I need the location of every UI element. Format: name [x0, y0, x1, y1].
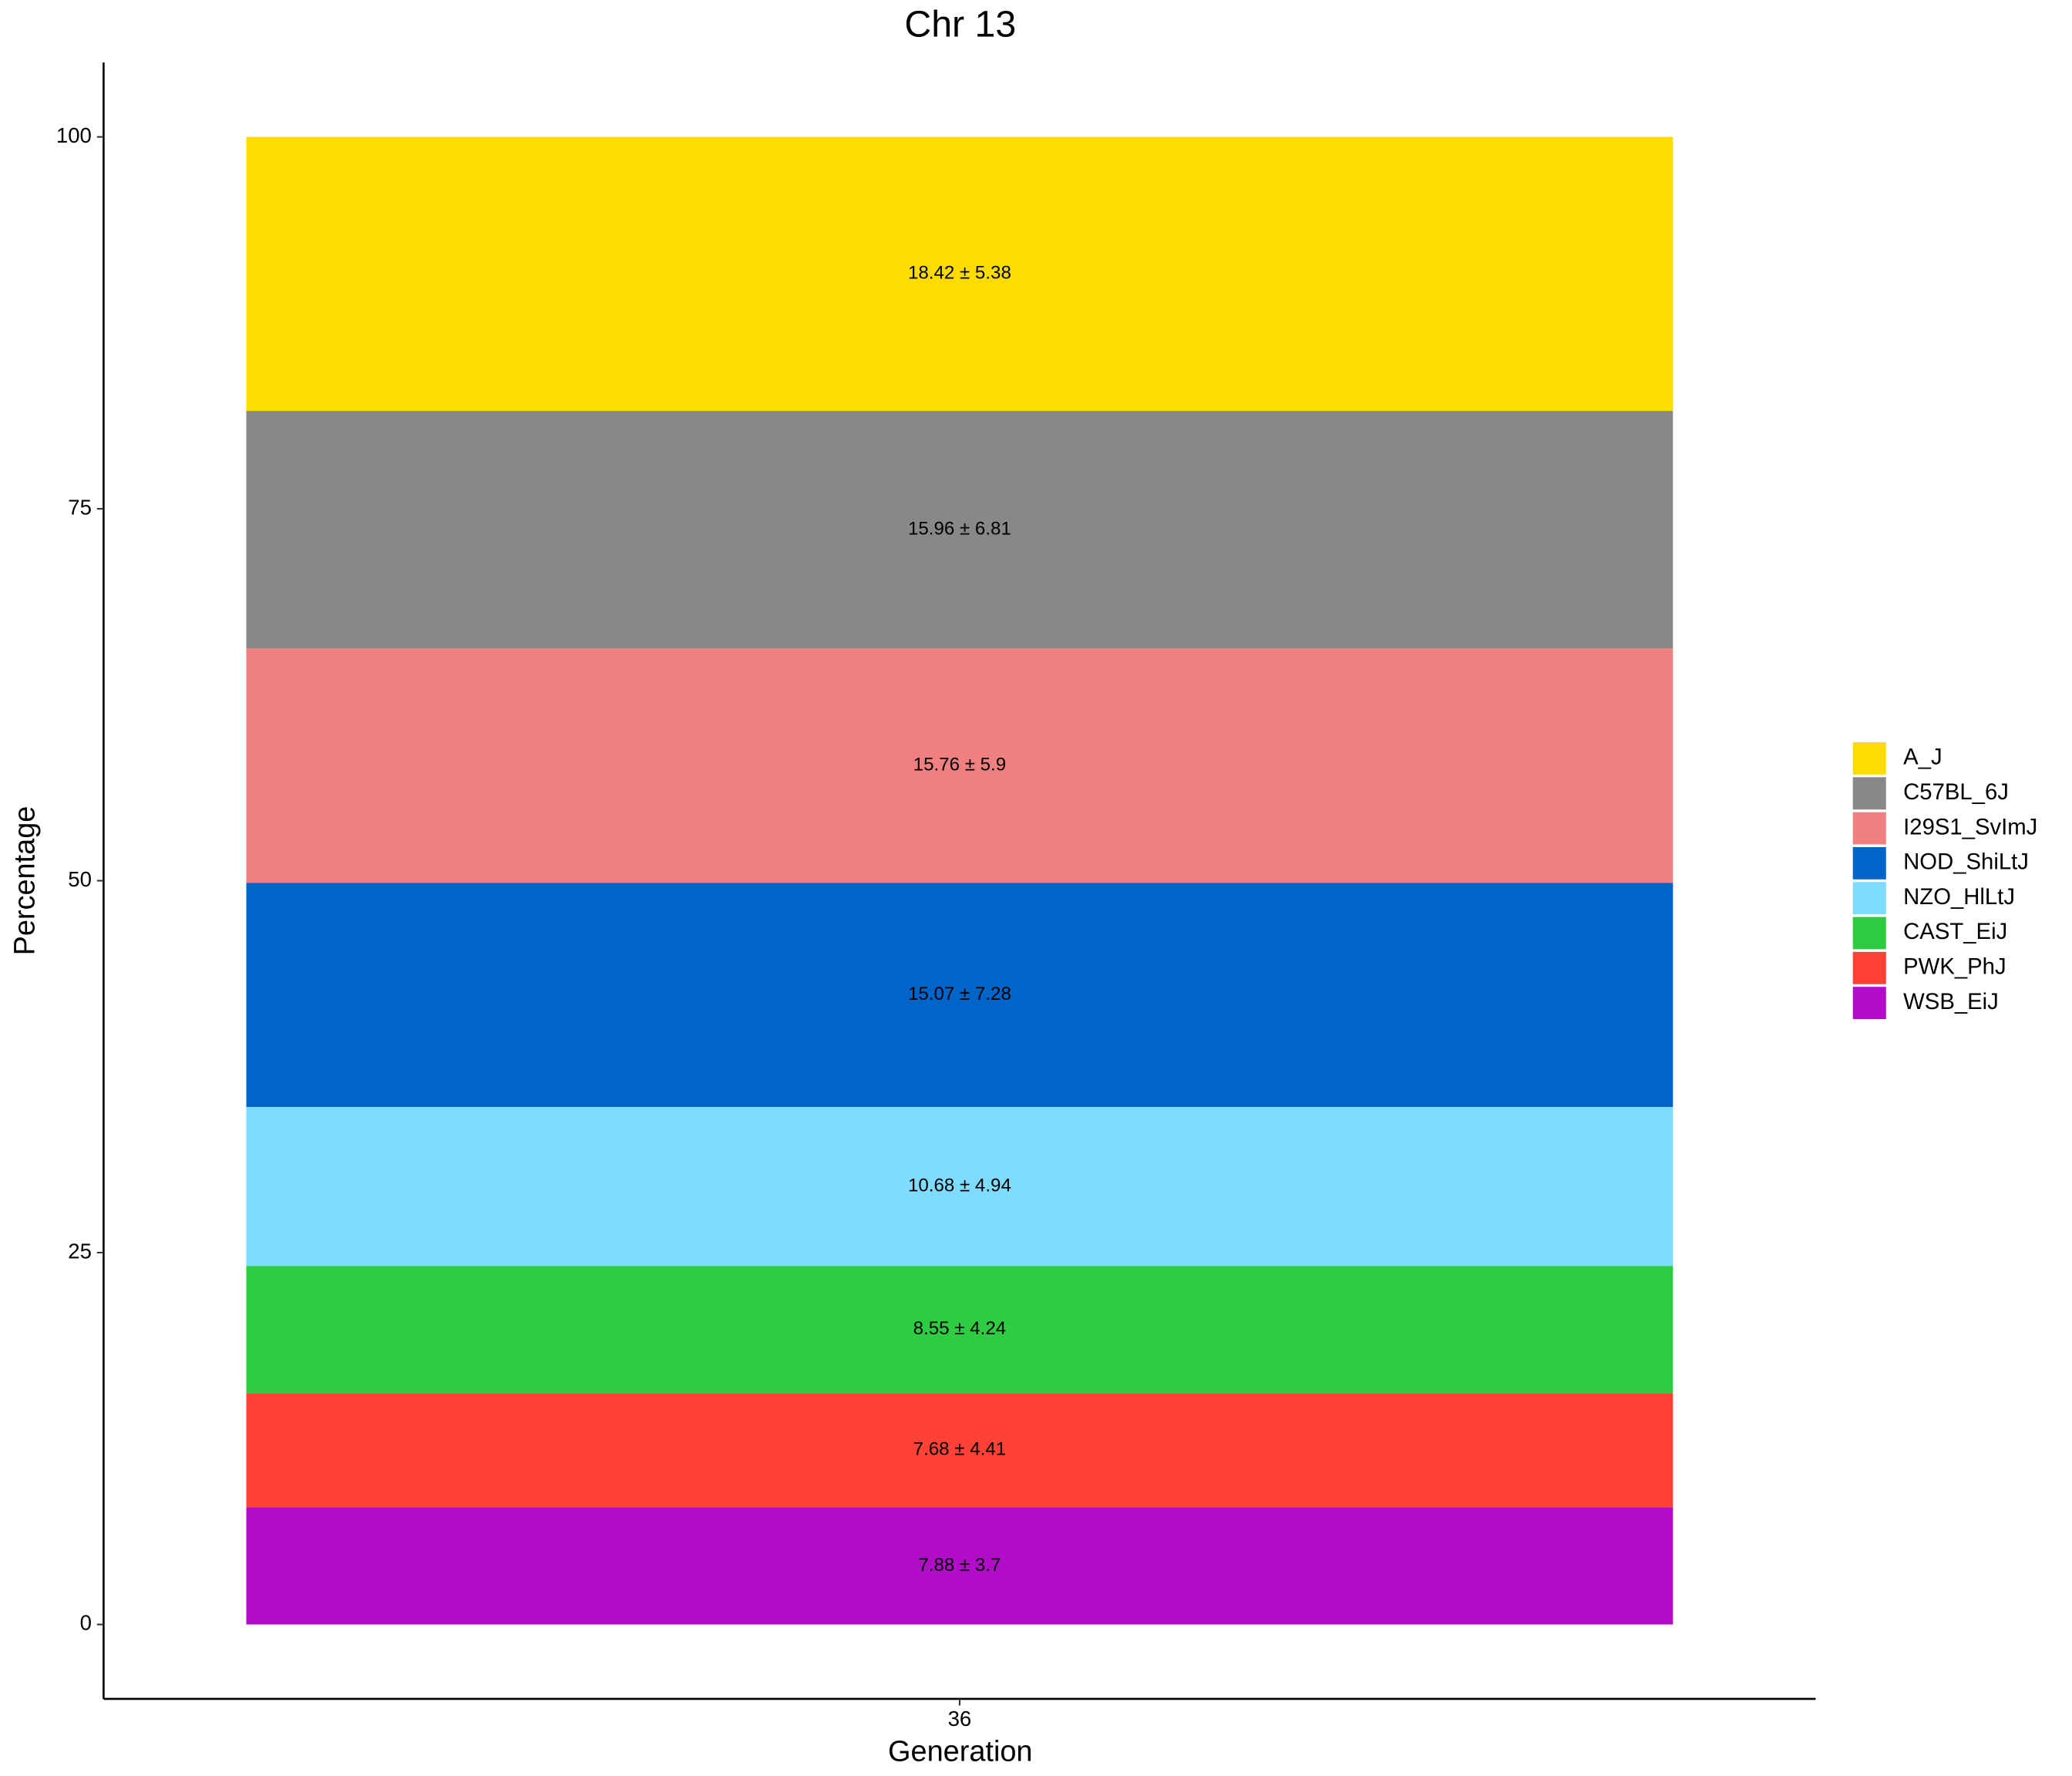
legend-key — [1852, 882, 1886, 915]
legend-label: CAST_EiJ — [1903, 919, 2007, 944]
y-tick-label: 0 — [80, 1611, 92, 1635]
legend-key — [1852, 812, 1886, 845]
y-tick-label: 100 — [56, 123, 92, 147]
legend-key — [1852, 917, 1886, 950]
legend-label: C57BL_6J — [1903, 779, 2009, 805]
legend-key — [1852, 846, 1886, 880]
legend-label: NOD_ShiLtJ — [1903, 849, 2029, 875]
bar-segment — [246, 648, 1673, 883]
legend-key — [1852, 987, 1886, 1020]
legend-label: WSB_EiJ — [1903, 989, 1999, 1014]
bar-segment — [246, 883, 1673, 1108]
data-label: 15.76 ± 5.9 — [913, 755, 1006, 775]
bar-segment — [246, 1266, 1673, 1394]
x-tick-label: 36 — [948, 1707, 972, 1731]
y-axis-label: Percentage — [8, 806, 41, 956]
data-label: 18.42 ± 5.38 — [908, 263, 1011, 284]
y-tick-label: 25 — [68, 1239, 92, 1263]
legend-label: I29S1_SvImJ — [1903, 814, 2037, 839]
data-label: 10.68 ± 4.94 — [908, 1175, 1011, 1196]
legend-key — [1852, 951, 1886, 984]
bar-segment — [246, 1107, 1673, 1266]
y-tick-label: 75 — [68, 495, 92, 519]
data-label: 7.88 ± 3.7 — [918, 1555, 1001, 1576]
legend-label: A_J — [1903, 745, 1942, 770]
y-tick-label: 50 — [68, 867, 92, 891]
legend-label: NZO_HlLtJ — [1903, 884, 2015, 910]
legend-label: PWK_PhJ — [1903, 954, 2006, 980]
bar-segment — [246, 411, 1673, 649]
data-label: 7.68 ± 4.41 — [913, 1439, 1006, 1460]
legend-key — [1852, 742, 1886, 775]
data-label: 15.96 ± 6.81 — [908, 518, 1011, 539]
chart-title: Chr 13 — [904, 3, 1016, 45]
x-axis-label: Generation — [888, 1736, 1032, 1768]
bar-segment — [246, 1507, 1673, 1625]
data-label: 8.55 ± 4.24 — [913, 1318, 1006, 1339]
data-label: 15.07 ± 7.28 — [908, 984, 1011, 1004]
bar-segment — [246, 136, 1673, 412]
legend-key — [1852, 777, 1886, 810]
bar-segment — [246, 1393, 1673, 1508]
